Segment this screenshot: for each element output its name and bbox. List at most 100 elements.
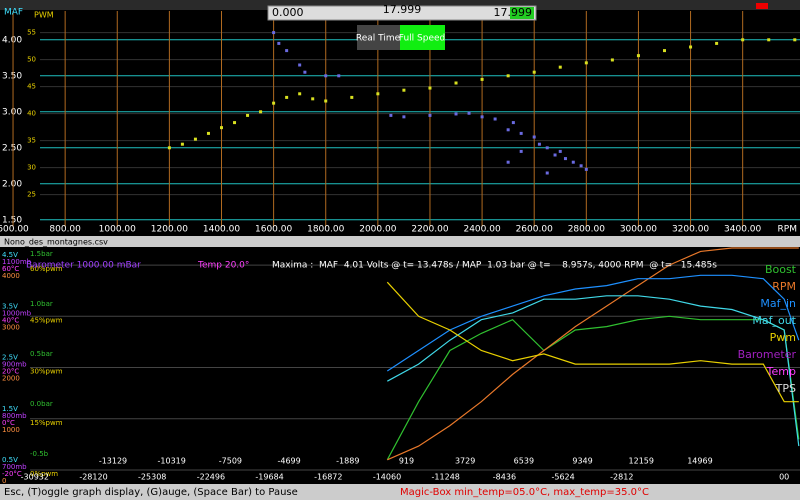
scatter-point <box>428 86 432 90</box>
scatter-point <box>480 115 484 119</box>
scatter-point <box>285 49 289 53</box>
x-tick-label: 14969 <box>687 457 712 466</box>
x-tick-label: 600.00 <box>0 225 29 235</box>
series-line <box>386 274 800 372</box>
left-axis-label: 0 <box>2 477 6 485</box>
scatter-point <box>511 121 515 125</box>
x-tick-label: 12159 <box>629 457 654 466</box>
x-tick-label: 3400.00 <box>724 225 761 235</box>
x-tick-label: 919 <box>399 457 414 466</box>
series-line <box>387 295 800 447</box>
status-bar <box>0 484 800 500</box>
x-tick-label: 2400.00 <box>463 225 500 235</box>
scatter-point <box>545 146 549 150</box>
y-tick-label: 3.50 <box>2 71 22 81</box>
x-tick-label: 1600.00 <box>255 225 292 235</box>
slider-thumb[interactable] <box>510 7 534 19</box>
y2-tick-label: 35 <box>27 137 36 145</box>
x-axis-label: RPM <box>778 225 797 235</box>
scatter-point <box>454 112 458 116</box>
scatter-point <box>506 128 510 132</box>
scatter-point <box>662 49 666 53</box>
x-tick-label: -14060 <box>373 473 401 482</box>
scatter-point <box>193 137 197 141</box>
scatter-point <box>402 88 406 92</box>
scatter-point <box>579 164 583 168</box>
x-tick-label: -19684 <box>255 473 283 482</box>
scatter-point <box>246 113 250 117</box>
x-tick-label: 3729 <box>455 457 475 466</box>
scatter-point <box>272 101 276 105</box>
series-line <box>386 281 799 403</box>
y-axis-label: MAF <box>4 8 23 18</box>
scatter-point <box>303 70 307 74</box>
legend-entry: Temp <box>766 365 796 378</box>
left-axis-label: 40°C <box>2 316 19 324</box>
left-axis-label: 900mb <box>2 361 27 369</box>
y-tick-label: 3.00 <box>2 107 22 117</box>
x-tick-label: -7509 <box>219 457 242 466</box>
x-tick-label: 2000.00 <box>359 225 396 235</box>
scatter-point <box>519 149 523 153</box>
scatter-point <box>324 74 328 78</box>
left-axis-label: 1100mb <box>2 258 32 266</box>
left-axis-label: 1000mb <box>2 309 32 317</box>
scatter-point <box>532 135 536 139</box>
scatter-point <box>337 74 341 78</box>
x-tick-label: 1800.00 <box>307 225 344 235</box>
fullspeed-label: Full Speed <box>399 34 445 44</box>
x-tick-label: -5624 <box>551 473 574 482</box>
x-tick-label: -28120 <box>79 473 107 482</box>
x-tick-label: 2200.00 <box>411 225 448 235</box>
left-axis-label: 4000 <box>2 272 20 280</box>
y-tick-label: 45%pwm <box>30 316 63 324</box>
y-tick-label: 4.00 <box>2 35 22 45</box>
x-tick-label: 1400.00 <box>203 225 240 235</box>
x-tick-label: -22496 <box>197 473 225 482</box>
left-axis-label: 1.5V <box>2 405 18 413</box>
x-tick-label: 1200.00 <box>151 225 188 235</box>
left-axis-label: 3000 <box>2 323 20 331</box>
x-tick-label: 6539 <box>514 457 534 466</box>
scatter-point <box>376 92 380 96</box>
scatter-point <box>493 117 497 121</box>
scatter-point <box>715 41 719 45</box>
scatter-point <box>350 95 354 99</box>
x-tick-label: -4699 <box>277 457 300 466</box>
x-tick-label: -8436 <box>493 473 516 482</box>
scatter-point <box>428 113 432 117</box>
y2-tick-label: 0.5bar <box>30 350 53 358</box>
scatter-point <box>180 142 184 146</box>
fullspeed-button[interactable] <box>400 25 445 50</box>
legend-entry: Maf_in <box>760 297 796 310</box>
barometer-info: Barometer 1000.00 mBar <box>26 261 141 271</box>
legend-entry: Boost <box>765 263 797 276</box>
legend-entry: Barometer <box>738 348 797 361</box>
scatter-point <box>545 171 549 175</box>
y-tick-label: 15%pwm <box>30 419 63 427</box>
file-name: Nono_des_montagnes.csv <box>4 238 108 247</box>
scatter-point <box>741 38 745 42</box>
left-axis-label: 0°C <box>2 419 15 427</box>
left-axis-label: -20°C <box>2 470 22 478</box>
scatter-point <box>519 131 523 135</box>
y2-tick-label: 40 <box>27 110 36 118</box>
x-tick-label: 800.00 <box>49 225 81 235</box>
scatter-point <box>558 149 562 153</box>
scatter-point <box>793 38 797 42</box>
scatter-point <box>553 153 557 157</box>
magic-text: Magic-Box min_temp=05.0°C, max_temp=35.0… <box>400 487 649 498</box>
scatter-point <box>277 41 281 45</box>
left-axis-label: 800mb <box>2 412 27 420</box>
scatter-point <box>532 70 536 74</box>
scatter-point <box>311 97 315 101</box>
maxima: Maxima : MAF 4.01 Volts @ t= 13.478s / M… <box>272 261 717 271</box>
help-text: Esc, (T)oggle graph display, (G)auge, (S… <box>4 487 298 498</box>
x-tick-label: -11248 <box>432 473 460 482</box>
realtime-button[interactable] <box>357 25 400 50</box>
y2-tick-label: 1.0bar <box>30 300 53 308</box>
x-tick-label: -13129 <box>99 457 127 466</box>
time-slider[interactable] <box>267 5 537 21</box>
